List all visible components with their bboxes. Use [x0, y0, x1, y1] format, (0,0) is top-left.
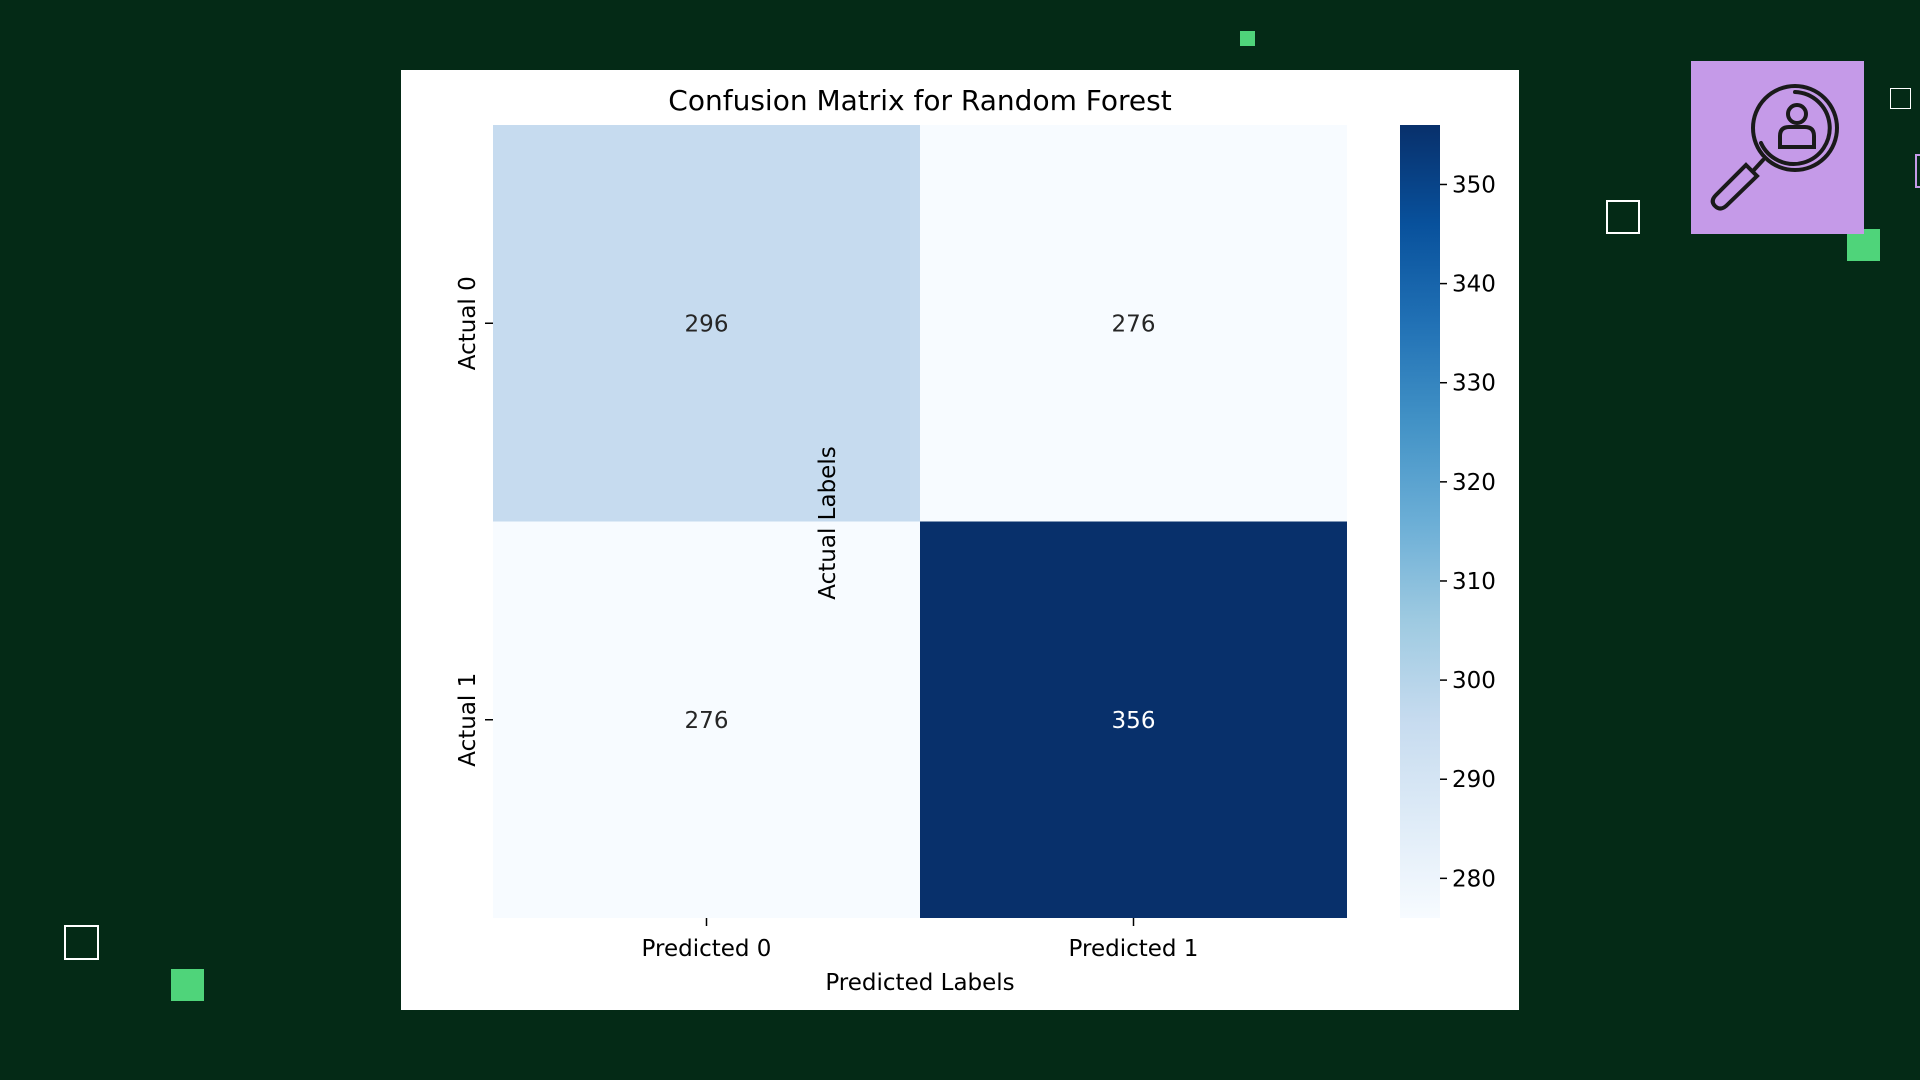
- x-tick-label: Predicted 1: [1069, 936, 1199, 962]
- green-square-deco: [1847, 229, 1880, 261]
- colorbar: [1400, 125, 1440, 918]
- cell-value-label: 276: [1112, 311, 1156, 337]
- cell-value-label: 276: [685, 708, 729, 734]
- colorbar-tick-label: 320: [1452, 470, 1496, 496]
- colorbar-tick-label: 300: [1452, 668, 1496, 694]
- outline-square-deco: [64, 925, 99, 960]
- heatmap-cell: [493, 125, 920, 522]
- outline-square-deco: [1890, 88, 1911, 109]
- colorbar-tick-label: 350: [1452, 172, 1496, 198]
- y-axis-label: Actual Labels: [815, 446, 841, 599]
- purple-edge-deco: [1915, 154, 1920, 188]
- colorbar-tick-label: 310: [1452, 569, 1496, 595]
- user-search-icon: [1710, 84, 1839, 211]
- green-square-deco: [1240, 31, 1255, 46]
- heatmap-cell: [920, 125, 1347, 522]
- x-tick-label: Predicted 0: [642, 936, 772, 962]
- y-tick-label: Actual 1: [455, 673, 481, 767]
- user-search-badge: [1691, 61, 1864, 234]
- heatmap-cell: [920, 521, 1347, 918]
- confusion-matrix-chart: Confusion Matrix for Random Forest 296 27…: [455, 84, 1496, 996]
- outline-square-deco: [1606, 200, 1640, 234]
- y-tick-label: Actual 0: [455, 276, 481, 370]
- chart-title: Confusion Matrix for Random Forest: [668, 84, 1171, 117]
- colorbar-tick-label: 280: [1452, 866, 1496, 892]
- colorbar-tick-label: 290: [1452, 767, 1496, 793]
- cell-value-label: 296: [685, 311, 729, 337]
- colorbar-tick-label: 340: [1452, 272, 1496, 298]
- green-square-deco: [171, 969, 204, 1001]
- x-axis-label: Predicted Labels: [825, 970, 1014, 996]
- chart-card: Confusion Matrix for Random Forest 296 27…: [401, 70, 1519, 1010]
- colorbar-tick-label: 330: [1452, 371, 1496, 397]
- cell-value-label: 356: [1112, 708, 1156, 734]
- heatmap-cell: [493, 521, 920, 918]
